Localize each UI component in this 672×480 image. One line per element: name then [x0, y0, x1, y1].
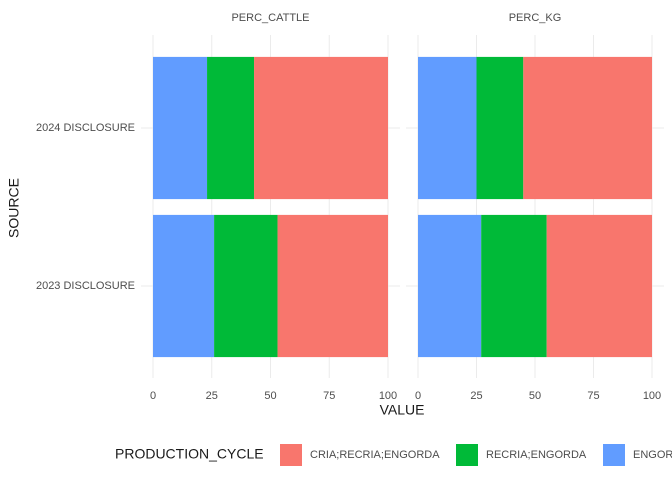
- bar-segment: [418, 56, 477, 200]
- bar-segment: [277, 214, 388, 358]
- legend-key: [280, 444, 302, 466]
- x-tick-label: 50: [529, 390, 541, 402]
- bar-segment: [481, 214, 547, 358]
- legend-key: [603, 444, 625, 466]
- bar-segment: [418, 214, 482, 358]
- legend-key: [456, 444, 478, 466]
- bar-segment: [476, 56, 524, 200]
- y-tick-label: 2023 DISCLOSURE: [36, 280, 135, 292]
- bar-segment: [523, 56, 652, 200]
- facet-title: PERC_CATTLE: [231, 12, 309, 24]
- legend-label: RECRIA;ENGORDA: [486, 449, 587, 461]
- legend-title: PRODUCTION_CYCLE: [115, 446, 264, 462]
- x-tick-label: 25: [206, 390, 218, 402]
- x-axis-title: VALUE: [380, 402, 425, 418]
- y-axis-title: SOURCE: [6, 178, 22, 238]
- facet-title: PERC_KG: [509, 12, 562, 24]
- x-tick-label: 75: [323, 390, 335, 402]
- y-tick-label: 2024 DISCLOSURE: [36, 122, 135, 134]
- bar-segment: [153, 214, 215, 358]
- x-tick-label: 100: [379, 390, 397, 402]
- x-tick-label: 0: [415, 390, 421, 402]
- bar-segment: [153, 56, 208, 200]
- bar-segment: [546, 214, 652, 358]
- x-tick-label: 50: [264, 390, 276, 402]
- x-tick-label: 0: [150, 390, 156, 402]
- bar-segment: [254, 56, 388, 200]
- x-tick-label: 100: [643, 390, 661, 402]
- x-tick-label: 75: [587, 390, 599, 402]
- legend-label: ENGORDA: [633, 449, 672, 461]
- bar-segment: [214, 214, 278, 358]
- legend-label: CRIA;RECRIA;ENGORDA: [310, 449, 440, 461]
- x-tick-label: 25: [470, 390, 482, 402]
- bar-segment: [207, 56, 255, 200]
